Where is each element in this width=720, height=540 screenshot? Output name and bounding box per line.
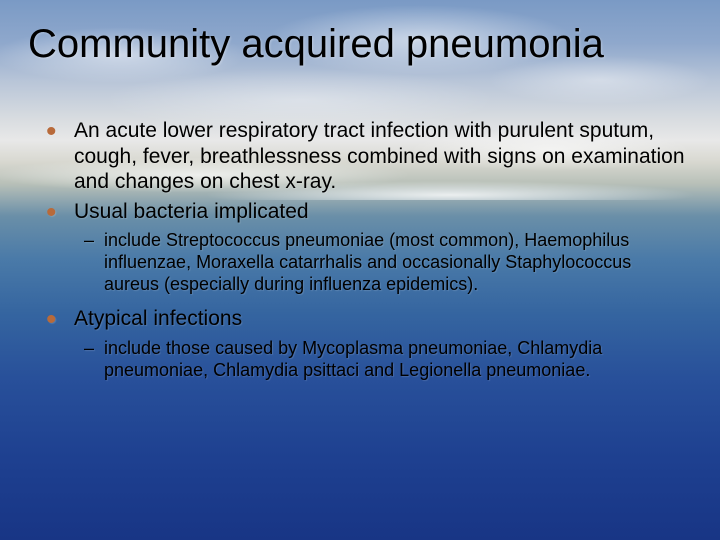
slide: Community acquired pneumonia An acute lo… [0, 0, 720, 540]
sub-bullet-item: include Streptococcus pneumoniae (most c… [80, 230, 690, 296]
bullet-text: An acute lower respiratory tract infecti… [74, 119, 685, 193]
sub-bullet-text: include Streptococcus pneumoniae (most c… [104, 230, 631, 294]
slide-title: Community acquired pneumonia [28, 22, 700, 67]
sub-bullet-list: include Streptococcus pneumoniae (most c… [80, 230, 690, 296]
slide-body: An acute lower respiratory tract infecti… [40, 118, 690, 388]
sub-bullet-text: include those caused by Mycoplasma pneum… [104, 338, 602, 380]
sub-bullet-item: include those caused by Mycoplasma pneum… [80, 338, 690, 382]
bullet-text: Usual bacteria implicated [74, 200, 309, 223]
bullet-item: Usual bacteria implicated include Strept… [40, 199, 690, 296]
bullet-list: An acute lower respiratory tract infecti… [40, 118, 690, 382]
bullet-item: Atypical infections include those caused… [40, 306, 690, 382]
bullet-text: Atypical infections [74, 307, 242, 330]
sub-bullet-list: include those caused by Mycoplasma pneum… [80, 338, 690, 382]
bullet-item: An acute lower respiratory tract infecti… [40, 118, 690, 195]
